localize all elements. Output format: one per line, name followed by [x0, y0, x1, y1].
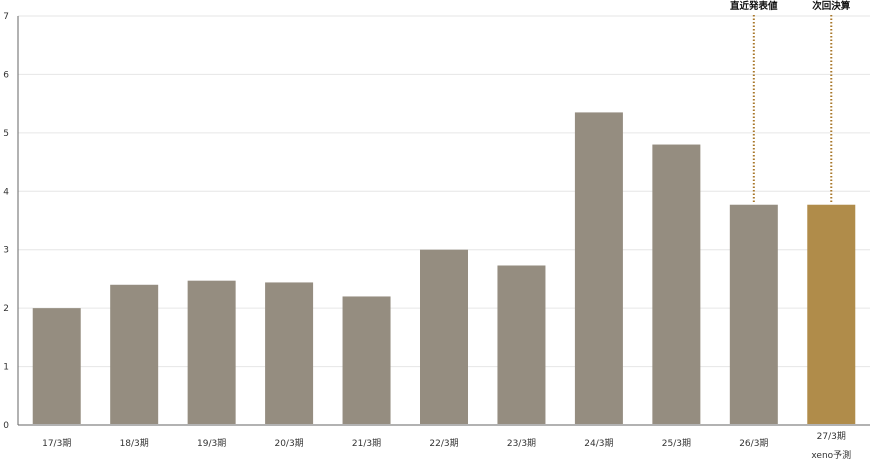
bar-25/3期 — [652, 144, 701, 425]
y-tick-label: 7 — [3, 12, 9, 22]
y-tick-label: 0 — [3, 421, 9, 431]
x-tick-label: 26/3期 — [739, 438, 768, 449]
x-tick-label: 18/3期 — [120, 438, 149, 449]
marker-label: 次回決算 — [812, 0, 851, 12]
bar-24/3期 — [574, 112, 623, 425]
x-tick-labels: 17/3期 18/3期 19/3期 20/3期 21/3期 22/3期 23/3期 24/3期… — [42, 431, 851, 461]
bar-17/3期 — [32, 308, 81, 424]
marker-label: 直近発表値 — [730, 0, 778, 12]
x-tick-label: 22/3期 — [429, 438, 458, 449]
bar-22/3期 — [420, 249, 468, 424]
y-tick-label: 6 — [3, 70, 9, 80]
x-tick-label: 25/3期 — [662, 438, 691, 449]
y-tick-label: 3 — [3, 246, 9, 256]
y-tick-label: 2 — [3, 304, 9, 314]
x-tick-label: 19/3期 — [197, 438, 226, 449]
bar-20/3期 — [265, 282, 314, 424]
y-tick-labels: 0 1 2 3 4 5 6 7 — [3, 12, 9, 431]
bar-27/3期 — [807, 204, 856, 424]
bars — [32, 112, 856, 425]
bar-19/3期 — [187, 280, 236, 424]
bar-26/3期 — [729, 204, 778, 424]
x-tick-label: 27/3期 — [817, 431, 846, 442]
x-tick-label: 17/3期 — [42, 438, 71, 449]
forecast-sublabel: xeno予測 — [811, 449, 851, 461]
x-tick-label: 24/3期 — [584, 438, 613, 449]
bar-21/3期 — [342, 296, 391, 424]
x-tick-label: 20/3期 — [274, 438, 303, 449]
x-tick-label: 23/3期 — [507, 438, 536, 449]
y-tick-label: 4 — [3, 187, 9, 197]
y-tick-label: 1 — [3, 363, 9, 373]
markers: 直近発表値 次回決算 — [730, 0, 851, 204]
axes — [17, 16, 870, 426]
bar-18/3期 — [110, 284, 159, 424]
y-tick-label: 5 — [3, 129, 9, 139]
bar-23/3期 — [497, 265, 546, 424]
x-tick-label: 21/3期 — [352, 438, 381, 449]
